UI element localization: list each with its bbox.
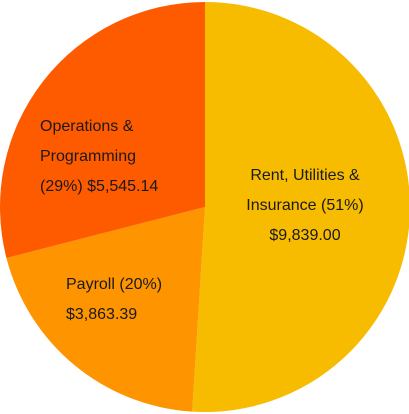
percent-label: (20%) [119,276,163,293]
amount-label: $5,545.14 [87,178,159,195]
category-label: Operations & Programming [40,118,137,165]
amount-label: $3,863.39 [66,306,138,323]
pie-slice [192,2,409,412]
slice-label: Rent, Utilities & Insurance (51%) $9,839… [230,161,380,251]
pie-slice [6,207,206,412]
amount-label: $9,839.00 [269,227,341,244]
slice-label: Operations & Programming (29%) $5,545.14 [40,112,172,202]
percent-label: (29%) [40,178,83,195]
category-label: Rent, Utilities & Insurance [246,167,360,214]
percent-label: (51%) [321,197,364,214]
pie-slice [0,2,205,258]
slice-label: Payroll (20%) $3,863.39 [66,270,201,330]
category-label: Payroll [66,276,115,293]
